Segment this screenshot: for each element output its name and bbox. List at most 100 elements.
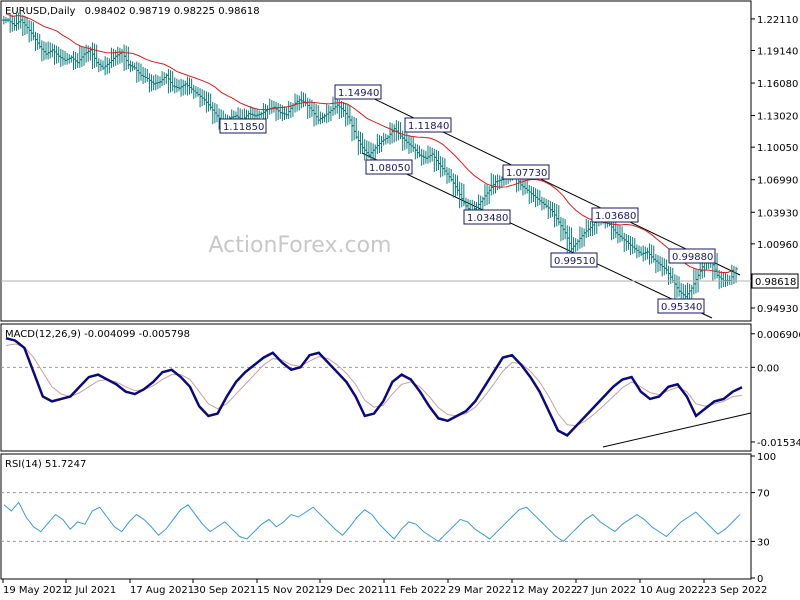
price-y-ticks: 1.22110 1.19140 1.16080 1.13020 1.10050 1.069… <box>751 15 798 315</box>
price-bar <box>77 45 82 68</box>
rsi-line <box>3 501 741 543</box>
macd-signal-line <box>5 343 743 427</box>
price-bar <box>181 79 186 96</box>
price-bar <box>120 48 125 63</box>
price-bar <box>335 98 340 114</box>
price-bar <box>12 15 17 31</box>
price-bar <box>379 136 384 152</box>
svg-text:1.14940: 1.14940 <box>338 88 379 99</box>
price-bar <box>442 158 447 176</box>
rsi-title: RSI(14) 51.7247 <box>5 459 86 470</box>
price-bar <box>544 198 549 209</box>
price-bar <box>46 41 51 60</box>
price-bar <box>170 71 175 92</box>
level-label: 1.03680 <box>591 207 639 223</box>
price-bar <box>322 113 327 123</box>
price-bar <box>44 42 49 60</box>
price-bar <box>326 105 331 123</box>
price-bar <box>274 101 279 122</box>
level-label: 0.99510 <box>550 252 598 268</box>
price-bar <box>537 190 542 206</box>
price-bar <box>723 273 728 288</box>
price-bar <box>179 78 184 97</box>
price-bar <box>52 44 57 65</box>
price-bar <box>419 148 424 166</box>
price-bar <box>284 107 289 119</box>
price-bar <box>252 108 257 121</box>
price-bar <box>529 185 534 204</box>
price-bar <box>487 185 492 205</box>
price-bar <box>377 134 382 154</box>
rsi-panel-frame <box>0 453 752 580</box>
current-price-marker: 0.98618 <box>1 273 799 289</box>
price-bar <box>153 74 158 91</box>
price-bar <box>677 276 682 297</box>
price-bar <box>683 284 688 300</box>
price-bar <box>415 144 420 159</box>
price-bar <box>48 42 53 59</box>
price-bar <box>50 43 55 58</box>
price-bar <box>354 117 359 140</box>
price-bar <box>176 79 181 92</box>
price-bar <box>375 133 380 155</box>
price-bar <box>563 218 568 240</box>
price-bar <box>653 254 658 274</box>
price-bar <box>172 77 177 94</box>
price-bar <box>202 90 207 106</box>
price-bar <box>721 272 726 288</box>
price-bar <box>282 106 287 121</box>
price-bar <box>271 100 276 113</box>
price-bar <box>96 58 101 73</box>
price-bar <box>632 238 637 253</box>
price-bar <box>343 103 348 127</box>
price-bar <box>444 166 449 184</box>
price-bar <box>655 255 660 273</box>
price-bar <box>33 31 38 51</box>
macd-trend-line <box>602 412 752 448</box>
price-bar <box>107 58 112 74</box>
rsi-line-path <box>3 501 741 543</box>
watermark: ActionForex.com <box>209 233 392 258</box>
price-bar <box>432 148 437 173</box>
price-bar <box>195 87 200 97</box>
price-bar <box>364 140 369 160</box>
price-bar <box>35 32 40 50</box>
price-bar <box>145 69 150 82</box>
svg-text:0.99880: 0.99880 <box>672 252 713 263</box>
price-bar <box>122 44 127 72</box>
symbol-line: EURUSD,Daily <box>5 6 76 17</box>
price-bar <box>316 105 321 125</box>
svg-text:0.99510: 0.99510 <box>554 256 595 267</box>
level-label: 1.11840 <box>404 117 452 133</box>
price-bar <box>198 88 203 108</box>
price-bar <box>29 21 34 42</box>
level-label: 1.03480 <box>463 209 511 225</box>
price-bar <box>622 232 627 252</box>
price-bar <box>20 14 25 37</box>
x-tick-label: 30 Sep 2021 <box>193 585 256 596</box>
x-tick-label: 29 Dec 2021 <box>320 585 384 596</box>
price-bar <box>183 80 188 95</box>
level-label: 1.07730 <box>502 164 550 180</box>
macd-tick-label: -0.015348 <box>757 438 800 449</box>
price-bar <box>269 99 274 114</box>
price-bar <box>617 225 622 243</box>
price-tick-label: 1.16080 <box>757 79 798 90</box>
macd-main-line <box>5 336 743 437</box>
price-tick-label: 1.03930 <box>757 208 798 219</box>
price-bar <box>138 63 143 81</box>
rsi-tick-label: 0 <box>757 574 763 585</box>
price-bar <box>124 45 129 71</box>
price-bar <box>651 245 656 263</box>
x-tick-label: 2 Jul 2021 <box>66 585 116 596</box>
price-bar <box>624 233 629 251</box>
price-tick-label: 1.00960 <box>757 240 798 251</box>
price-bar <box>495 174 500 191</box>
price-bar <box>411 137 416 152</box>
price-bar <box>164 73 169 84</box>
price-tick-label: 0.94930 <box>757 304 798 315</box>
price-bar <box>136 62 141 82</box>
price-bar <box>149 74 154 92</box>
price-bar <box>31 22 36 41</box>
